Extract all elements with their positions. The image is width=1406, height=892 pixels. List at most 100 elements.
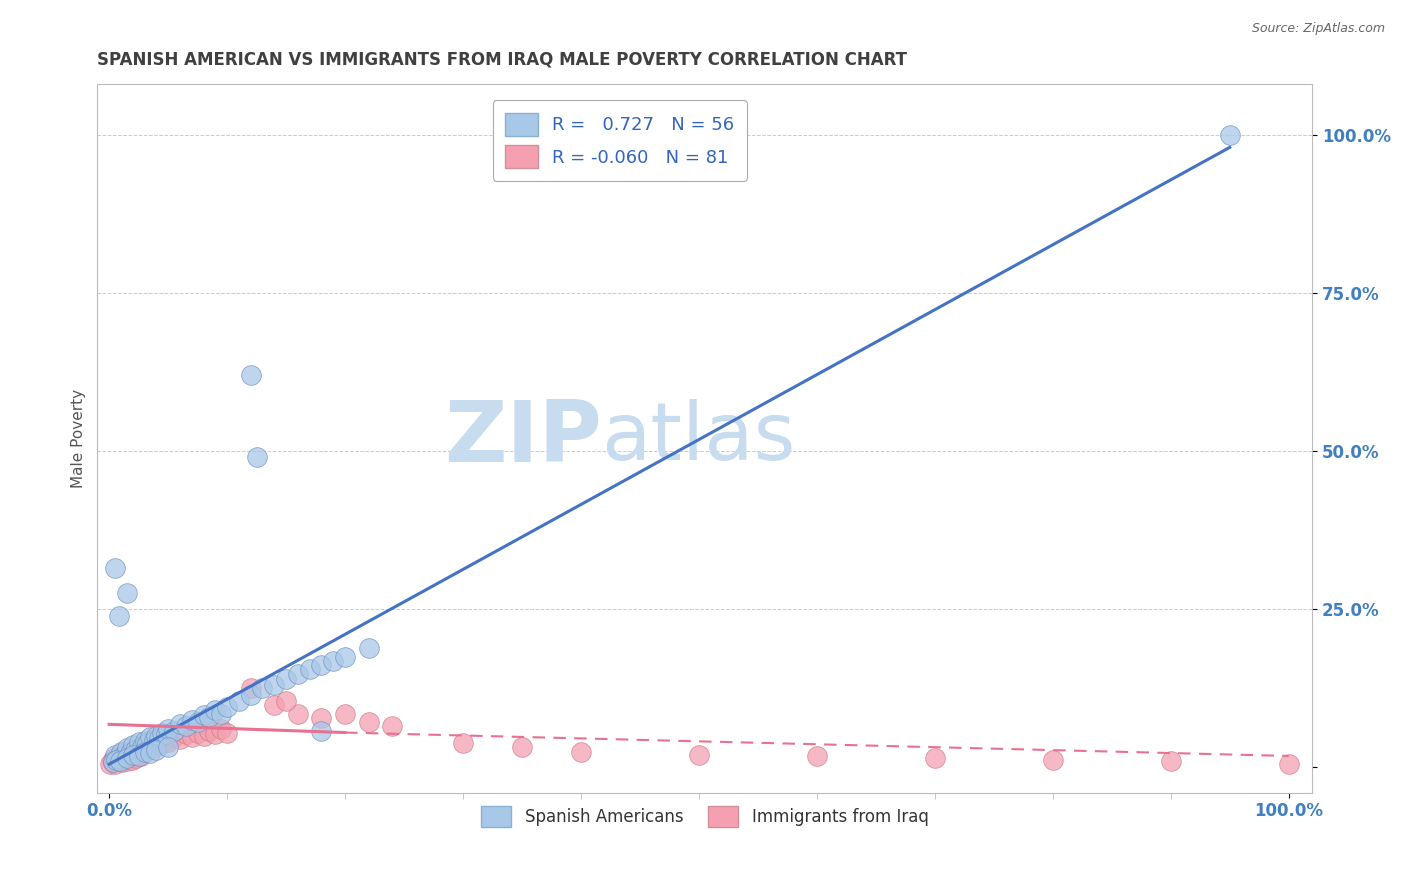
Text: Source: ZipAtlas.com: Source: ZipAtlas.com (1251, 22, 1385, 36)
Point (115, 741, 138, 756)
Point (107, 608, 129, 623)
Point (103, 751, 125, 765)
Legend: Spanish Americans, Immigrants from Iraq: Spanish Americans, Immigrants from Iraq (475, 799, 935, 834)
Point (174, 719, 197, 733)
Point (451, 736, 474, 750)
Point (298, 662, 321, 676)
Point (311, 657, 333, 672)
Point (274, 694, 297, 708)
Point (139, 747, 162, 761)
Point (110, 747, 132, 761)
Point (129, 741, 152, 756)
Point (163, 730, 186, 744)
Point (263, 678, 285, 692)
Point (198, 710, 221, 724)
Point (239, 688, 262, 702)
Point (274, 672, 297, 686)
Point (143, 740, 166, 755)
Point (381, 719, 404, 733)
Point (128, 735, 150, 749)
Point (198, 723, 221, 738)
Point (108, 753, 131, 767)
Point (135, 736, 157, 750)
Text: SPANISH AMERICAN VS IMMIGRANTS FROM IRAQ MALE POVERTY CORRELATION CHART: SPANISH AMERICAN VS IMMIGRANTS FROM IRAQ… (97, 51, 907, 69)
Point (101, 756, 124, 770)
Point (263, 698, 285, 713)
Point (120, 748, 142, 763)
Point (1278, 757, 1301, 772)
Point (145, 729, 167, 743)
Point (107, 754, 129, 768)
Point (148, 731, 170, 746)
Point (105, 753, 128, 767)
Point (135, 740, 157, 755)
Point (111, 756, 134, 770)
Point (101, 756, 124, 770)
Point (209, 706, 232, 721)
Point (124, 742, 146, 756)
Point (101, 756, 124, 770)
Point (143, 732, 166, 747)
Point (138, 741, 160, 756)
Point (141, 736, 163, 750)
Y-axis label: Male Poverty: Male Poverty (72, 389, 86, 488)
Point (128, 748, 150, 763)
Point (217, 700, 239, 714)
Point (333, 706, 356, 721)
Point (311, 723, 333, 738)
Point (157, 740, 180, 755)
Point (1042, 753, 1064, 767)
Point (217, 725, 239, 739)
Point (117, 745, 139, 759)
Point (287, 706, 309, 721)
Point (204, 727, 226, 741)
Point (150, 725, 173, 739)
Point (311, 711, 333, 725)
Point (115, 751, 138, 765)
Point (115, 754, 138, 768)
Point (688, 747, 710, 762)
Point (924, 751, 946, 765)
Point (111, 748, 134, 763)
Point (333, 649, 356, 664)
Point (121, 753, 143, 767)
Point (107, 748, 129, 763)
Text: atlas: atlas (602, 400, 796, 477)
Point (121, 738, 143, 752)
Point (180, 730, 202, 744)
Point (245, 450, 267, 465)
Point (357, 641, 380, 656)
Point (107, 751, 129, 765)
Point (132, 745, 155, 759)
Point (134, 742, 156, 756)
Point (569, 745, 592, 759)
Point (150, 733, 173, 747)
Point (157, 723, 180, 737)
Point (121, 745, 143, 759)
Point (155, 731, 177, 746)
Point (110, 745, 132, 759)
Point (252, 681, 274, 696)
Point (129, 748, 152, 763)
Point (108, 754, 131, 768)
Point (114, 751, 136, 765)
Point (169, 717, 191, 731)
Point (134, 745, 156, 759)
Point (145, 735, 167, 749)
Point (121, 742, 143, 756)
Point (322, 654, 344, 668)
Point (127, 741, 149, 756)
Point (114, 747, 136, 762)
Point (115, 747, 138, 761)
Point (139, 730, 162, 744)
Point (163, 723, 186, 738)
Point (120, 747, 142, 761)
Point (187, 725, 209, 739)
Point (209, 723, 232, 737)
Point (239, 368, 262, 383)
Point (104, 756, 127, 771)
Point (105, 753, 128, 767)
Point (128, 747, 150, 761)
Point (287, 666, 309, 681)
Point (155, 727, 177, 741)
